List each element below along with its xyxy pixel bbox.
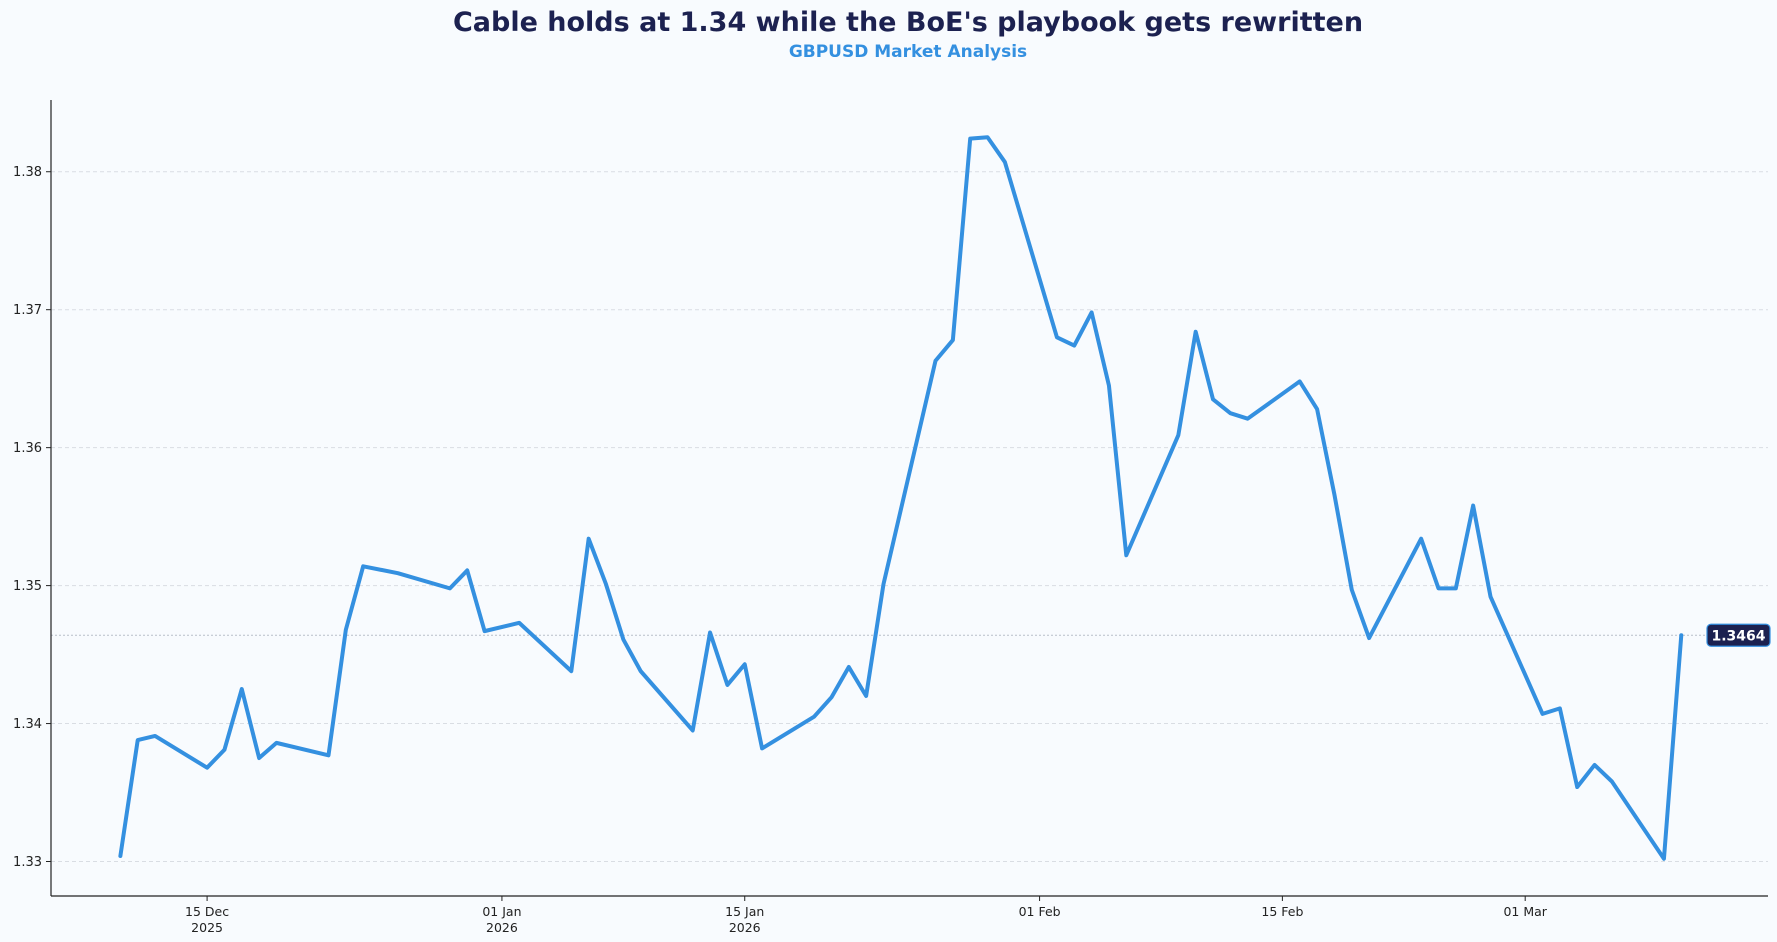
grid-lines	[51, 171, 1768, 863]
series-layer	[118, 135, 1684, 861]
x-tick-year-label: 2025	[191, 920, 223, 935]
y-tick-label: 1.33	[13, 855, 42, 870]
last-value-badge: 1.3464	[1706, 623, 1771, 647]
y-tick-label: 1.35	[13, 579, 42, 594]
x-tick-label: 01 Jan	[482, 904, 521, 919]
y-tick-label: 1.38	[13, 165, 42, 180]
axes	[50, 100, 1768, 897]
x-tick-label: 01 Feb	[1019, 904, 1061, 919]
chart-subtitle: GBPUSD Market Analysis	[789, 42, 1027, 62]
y-tick-label: 1.36	[13, 441, 42, 456]
x-tick-label: 15 Feb	[1261, 904, 1303, 919]
last-value-badge-label: 1.3464	[1711, 628, 1765, 644]
x-tick-year-label: 2026	[729, 920, 761, 935]
chart-title: Cable holds at 1.34 while the BoE's play…	[453, 7, 1363, 38]
y-tick-label: 1.34	[13, 717, 42, 732]
x-tick-year-label: 2026	[486, 920, 518, 935]
y-tick-label: 1.37	[13, 303, 42, 318]
series-line-gbpusd	[118, 135, 1684, 861]
x-tick-label: 01 Mar	[1503, 904, 1547, 919]
x-tick-label: 15 Jan	[725, 904, 764, 919]
y-tick-labels: 1.33 1.34 1.35 1.36 1.37 1.38	[13, 165, 51, 870]
x-tick-label: 15 Dec	[185, 904, 229, 919]
last-value-badge-bg	[1706, 623, 1771, 647]
